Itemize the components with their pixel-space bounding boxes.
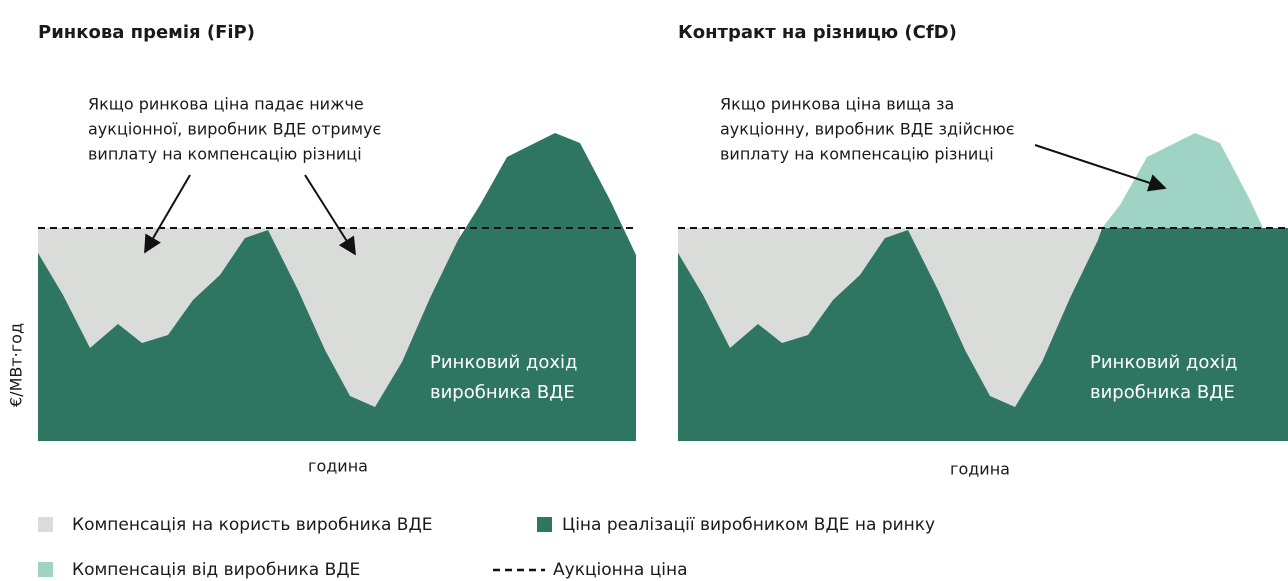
area-label: виробника ВДЕ xyxy=(1090,382,1235,403)
annotation: Якщо ринкова ціна падає нижче xyxy=(88,95,364,114)
legend-label: Компенсація на користь виробника ВДЕ xyxy=(72,515,432,535)
x-axis-label: година xyxy=(950,460,1010,479)
area-label: Ринковий дохід xyxy=(1090,352,1238,373)
legend-swatch xyxy=(38,562,53,577)
arrow xyxy=(1034,144,1167,192)
legend-swatch xyxy=(537,517,552,532)
legend-swatch xyxy=(38,517,53,532)
y-axis-label: €/МВт·год xyxy=(7,323,26,407)
annotation: аукціонної, виробник ВДЕ отримує xyxy=(88,120,381,139)
annotation: аукціонну, виробник ВДЕ здійснює xyxy=(720,120,1014,139)
market-revenue-area xyxy=(38,133,636,441)
compensation-from-producer-area xyxy=(1102,133,1263,228)
legend-label: Аукціонна ціна xyxy=(553,560,688,580)
annotation: виплату на компенсацію різниці xyxy=(720,145,994,164)
panel-title: Ринкова премія (FiP) xyxy=(38,22,255,43)
panel-title: Контракт на різницю (CfD) xyxy=(678,22,957,43)
x-axis-label: година xyxy=(308,457,368,476)
area-label: виробника ВДЕ xyxy=(430,382,575,403)
right-plot xyxy=(678,133,1288,441)
market-revenue-area xyxy=(678,228,1288,441)
arrow xyxy=(304,174,356,256)
legend-label: Компенсація від виробника ВДЕ xyxy=(72,560,360,580)
annotation: виплату на компенсацію різниці xyxy=(88,145,362,164)
annotation: Якщо ринкова ціна вища за xyxy=(720,95,954,114)
arrow xyxy=(144,174,191,254)
area-label: Ринковий дохід xyxy=(430,352,578,373)
legend-label: Ціна реалізації виробником ВДЕ на ринку xyxy=(562,515,935,535)
